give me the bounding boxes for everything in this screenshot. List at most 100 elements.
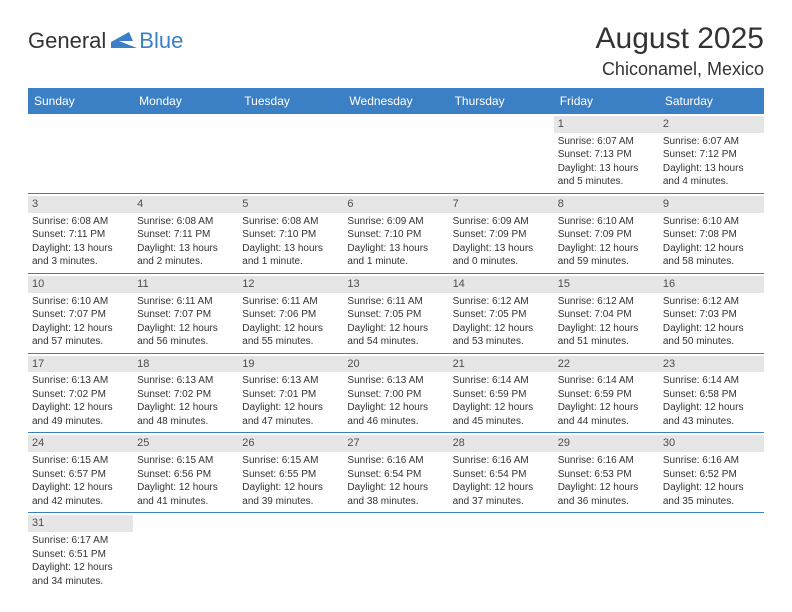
daylight-text: Daylight: 12 hours xyxy=(663,481,760,495)
sunset-text: Sunset: 7:05 PM xyxy=(347,308,444,322)
daylight-text: Daylight: 13 hours xyxy=(137,242,234,256)
sunset-text: Sunset: 7:13 PM xyxy=(558,148,655,162)
sunrise-text: Sunrise: 6:08 AM xyxy=(32,215,129,229)
calendar-cell: 25 Sunrise: 6:15 AMSunset: 6:56 PMDayligh… xyxy=(133,433,238,513)
daylight-text: Daylight: 12 hours xyxy=(242,322,339,336)
daylight-text: Daylight: 12 hours xyxy=(453,481,550,495)
calendar-week: 17Sunrise: 6:13 AMSunset: 7:02 PMDayligh… xyxy=(28,353,764,433)
calendar-cell xyxy=(554,513,659,592)
daylight-text: and 34 minutes. xyxy=(32,575,129,589)
daylight-text: and 2 minutes. xyxy=(137,255,234,269)
sunrise-text: Sunrise: 6:11 AM xyxy=(242,295,339,309)
sunrise-text: Sunrise: 6:16 AM xyxy=(347,454,444,468)
day-number: 22 xyxy=(554,356,659,373)
day-number: 10 xyxy=(28,276,133,293)
weekday-header: Thursday xyxy=(449,88,554,114)
daylight-text: Daylight: 13 hours xyxy=(663,162,760,176)
calendar-cell: 9Sunrise: 6:10 AMSunset: 7:08 PMDaylight… xyxy=(659,193,764,273)
day-number: 2 xyxy=(659,116,764,133)
day-number: 25 xyxy=(133,435,238,452)
day-number: 9 xyxy=(659,196,764,213)
weekday-header: Saturday xyxy=(659,88,764,114)
logo-text-general: General xyxy=(28,28,106,54)
day-number: 6 xyxy=(343,196,448,213)
sunrise-text: Sunrise: 6:12 AM xyxy=(663,295,760,309)
daylight-text: Daylight: 12 hours xyxy=(242,481,339,495)
calendar-cell: 14Sunrise: 6:12 AMSunset: 7:05 PMDayligh… xyxy=(449,273,554,353)
calendar-cell: 31Sunrise: 6:17 AMSunset: 6:51 PMDayligh… xyxy=(28,513,133,592)
daylight-text: Daylight: 12 hours xyxy=(558,481,655,495)
daylight-text: and 57 minutes. xyxy=(32,335,129,349)
sunset-text: Sunset: 7:05 PM xyxy=(453,308,550,322)
daylight-text: Daylight: 12 hours xyxy=(663,401,760,415)
day-number: 14 xyxy=(449,276,554,293)
sunset-text: Sunset: 7:10 PM xyxy=(347,228,444,242)
calendar-cell xyxy=(449,513,554,592)
sunset-text: Sunset: 7:06 PM xyxy=(242,308,339,322)
sunset-text: Sunset: 6:59 PM xyxy=(558,388,655,402)
sunrise-text: Sunrise: 6:11 AM xyxy=(137,295,234,309)
sunset-text: Sunset: 7:11 PM xyxy=(137,228,234,242)
daylight-text: Daylight: 12 hours xyxy=(347,481,444,495)
daylight-text: and 59 minutes. xyxy=(558,255,655,269)
sunset-text: Sunset: 6:53 PM xyxy=(558,468,655,482)
sunset-text: Sunset: 6:56 PM xyxy=(137,468,234,482)
day-number: 23 xyxy=(659,356,764,373)
sunrise-text: Sunrise: 6:10 AM xyxy=(663,215,760,229)
sunrise-text: Sunrise: 6:15 AM xyxy=(137,454,234,468)
header: General Blue August 2025 Chiconamel, Mex… xyxy=(28,22,764,80)
sunset-text: Sunset: 6:51 PM xyxy=(32,548,129,562)
daylight-text: Daylight: 12 hours xyxy=(663,242,760,256)
daylight-text: and 47 minutes. xyxy=(242,415,339,429)
daylight-text: and 1 minute. xyxy=(242,255,339,269)
sunset-text: Sunset: 7:09 PM xyxy=(558,228,655,242)
calendar-cell: 22Sunrise: 6:14 AMSunset: 6:59 PMDayligh… xyxy=(554,353,659,433)
daylight-text: and 5 minutes. xyxy=(558,175,655,189)
calendar-week: 3Sunrise: 6:08 AMSunset: 7:11 PMDaylight… xyxy=(28,193,764,273)
daylight-text: Daylight: 13 hours xyxy=(242,242,339,256)
sunrise-text: Sunrise: 6:08 AM xyxy=(242,215,339,229)
daylight-text: and 43 minutes. xyxy=(663,415,760,429)
calendar-cell: 28Sunrise: 6:16 AMSunset: 6:54 PMDayligh… xyxy=(449,433,554,513)
daylight-text: Daylight: 12 hours xyxy=(558,242,655,256)
daylight-text: and 55 minutes. xyxy=(242,335,339,349)
calendar-cell: 21Sunrise: 6:14 AMSunset: 6:59 PMDayligh… xyxy=(449,353,554,433)
sunrise-text: Sunrise: 6:14 AM xyxy=(663,374,760,388)
sunset-text: Sunset: 7:02 PM xyxy=(32,388,129,402)
calendar-cell xyxy=(238,114,343,193)
calendar-cell: 27Sunrise: 6:16 AMSunset: 6:54 PMDayligh… xyxy=(343,433,448,513)
sunset-text: Sunset: 6:55 PM xyxy=(242,468,339,482)
sunset-text: Sunset: 6:58 PM xyxy=(663,388,760,402)
calendar-cell xyxy=(28,114,133,193)
day-number: 16 xyxy=(659,276,764,293)
sunset-text: Sunset: 7:04 PM xyxy=(558,308,655,322)
daylight-text: and 49 minutes. xyxy=(32,415,129,429)
calendar-cell xyxy=(133,513,238,592)
sunset-text: Sunset: 7:01 PM xyxy=(242,388,339,402)
daylight-text: and 38 minutes. xyxy=(347,495,444,509)
calendar-week: 10Sunrise: 6:10 AMSunset: 7:07 PMDayligh… xyxy=(28,273,764,353)
sunrise-text: Sunrise: 6:08 AM xyxy=(137,215,234,229)
daylight-text: Daylight: 12 hours xyxy=(137,481,234,495)
calendar-cell xyxy=(659,513,764,592)
calendar-week: 31Sunrise: 6:17 AMSunset: 6:51 PMDayligh… xyxy=(28,513,764,592)
daylight-text: and 37 minutes. xyxy=(453,495,550,509)
calendar-week: 1Sunrise: 6:07 AMSunset: 7:13 PMDaylight… xyxy=(28,114,764,193)
day-number: 4 xyxy=(133,196,238,213)
daylight-text: and 46 minutes. xyxy=(347,415,444,429)
sunrise-text: Sunrise: 6:07 AM xyxy=(558,135,655,149)
daylight-text: and 53 minutes. xyxy=(453,335,550,349)
daylight-text: Daylight: 13 hours xyxy=(32,242,129,256)
daylight-text: Daylight: 12 hours xyxy=(32,561,129,575)
sunset-text: Sunset: 7:02 PM xyxy=(137,388,234,402)
day-number: 27 xyxy=(343,435,448,452)
day-number xyxy=(449,515,554,532)
day-number: 21 xyxy=(449,356,554,373)
sunrise-text: Sunrise: 6:13 AM xyxy=(347,374,444,388)
sunset-text: Sunset: 6:57 PM xyxy=(32,468,129,482)
sunrise-text: Sunrise: 6:07 AM xyxy=(663,135,760,149)
daylight-text: and 36 minutes. xyxy=(558,495,655,509)
weekday-header: Monday xyxy=(133,88,238,114)
sunrise-text: Sunrise: 6:14 AM xyxy=(453,374,550,388)
sunrise-text: Sunrise: 6:09 AM xyxy=(347,215,444,229)
